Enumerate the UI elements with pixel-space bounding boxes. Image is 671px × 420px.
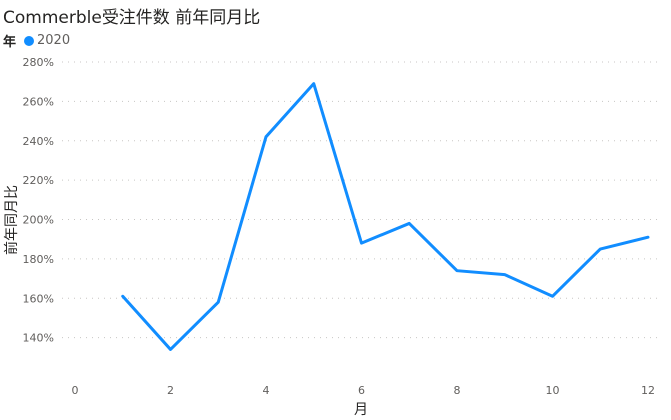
legend-entry-2020[interactable]: 2020 bbox=[37, 33, 71, 48]
x-tick-label: 2 bbox=[167, 384, 174, 397]
legend: 年 2020 bbox=[3, 31, 70, 50]
x-tick-label: 8 bbox=[454, 384, 461, 397]
x-tick-label: 0 bbox=[72, 384, 79, 397]
x-tick-label: 6 bbox=[358, 384, 365, 397]
legend-marker-icon bbox=[24, 35, 35, 46]
legend-title: 年 bbox=[3, 35, 17, 50]
y-tick-label: 180% bbox=[23, 253, 54, 266]
x-axis-label: 月 bbox=[354, 402, 368, 418]
y-tick-label: 260% bbox=[23, 95, 54, 108]
y-tick-label: 220% bbox=[23, 174, 54, 187]
series-line-2020 bbox=[121, 82, 650, 351]
x-tick-label: 4 bbox=[263, 384, 270, 397]
x-tick-label: 12 bbox=[641, 384, 655, 397]
x-tick-label: 10 bbox=[546, 384, 560, 397]
y-tick-label: 200% bbox=[23, 214, 54, 227]
chart-title: Commerble受注件数 前年同月比 bbox=[3, 8, 261, 28]
y-tick-label: 140% bbox=[23, 332, 54, 345]
y-tick-label: 280% bbox=[23, 56, 54, 69]
y-axis-label: 前年同月比 bbox=[3, 185, 20, 255]
y-tick-label: 160% bbox=[23, 292, 54, 305]
y-tick-label: 240% bbox=[23, 135, 54, 148]
